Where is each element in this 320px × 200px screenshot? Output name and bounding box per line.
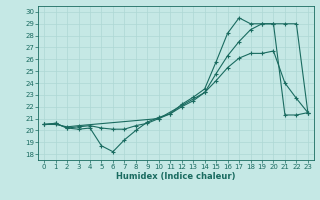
X-axis label: Humidex (Indice chaleur): Humidex (Indice chaleur) <box>116 172 236 181</box>
